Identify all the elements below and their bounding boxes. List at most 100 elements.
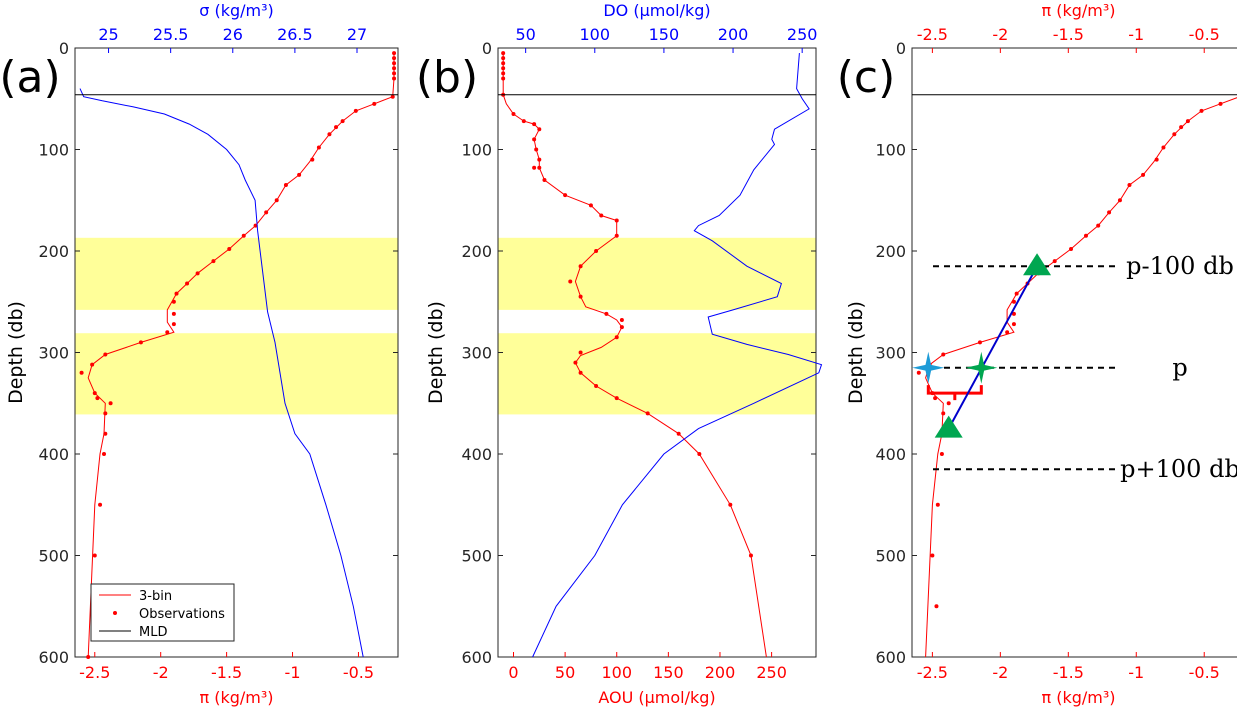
observation-point xyxy=(102,452,107,456)
top-tick-label: 26 xyxy=(223,25,243,44)
observation-point xyxy=(728,502,733,507)
level-label: p xyxy=(1172,354,1187,382)
observation-point xyxy=(1107,210,1112,215)
legend-entry: Observations xyxy=(139,607,225,622)
y-axis-label: Depth (db) xyxy=(845,301,867,404)
bottom-tick-label: 200 xyxy=(705,663,736,682)
observation-point xyxy=(103,411,108,416)
observation-point xyxy=(92,553,97,558)
top-tick-label: -2.5 xyxy=(917,25,948,44)
observation-point xyxy=(1011,322,1016,327)
observation-point xyxy=(1096,223,1101,228)
y-tick-label: 0 xyxy=(59,39,69,58)
y-tick-label: 100 xyxy=(38,141,69,160)
observation-point xyxy=(274,198,279,203)
observation-point xyxy=(676,431,681,436)
observation-point xyxy=(748,553,753,558)
highlight-band xyxy=(75,237,398,310)
observation-point xyxy=(1052,259,1057,264)
observation-point xyxy=(501,76,506,81)
top-tick-label: -1 xyxy=(1128,25,1144,44)
observation-point xyxy=(171,311,176,316)
top-tick-label: 26.5 xyxy=(277,25,313,44)
top-axis-label: π (kg/m³) xyxy=(1041,1,1115,20)
observation-point xyxy=(934,604,939,609)
level-label: p+100 db xyxy=(1120,455,1237,483)
top-tick-label: 25 xyxy=(98,25,118,44)
bottom-axis-label: π (kg/m³) xyxy=(1041,688,1115,707)
observation-point xyxy=(941,352,946,357)
bottom-tick-label: -1.5 xyxy=(211,663,242,682)
bottom-tick-label: 100 xyxy=(601,663,632,682)
bottom-tick-label: -2 xyxy=(992,663,1008,682)
top-tick-label: 250 xyxy=(787,25,818,44)
observation-point xyxy=(334,125,339,130)
observation-point xyxy=(1172,132,1177,137)
observation-point xyxy=(599,213,604,218)
legend-marker xyxy=(113,611,117,615)
observation-point xyxy=(619,325,624,330)
bottom-tick-label: -0.5 xyxy=(343,663,374,682)
bottom-tick-label: -1 xyxy=(1128,663,1144,682)
observation-point xyxy=(532,165,537,170)
observation-point xyxy=(532,122,537,127)
observation-point xyxy=(977,340,982,345)
observation-point xyxy=(264,210,269,215)
bottom-tick-label: -2.5 xyxy=(79,663,110,682)
observation-point xyxy=(171,322,176,327)
observation-point xyxy=(310,157,315,162)
observation-point xyxy=(1154,157,1159,162)
observation-point xyxy=(614,335,619,340)
observation-point xyxy=(92,391,97,396)
y-tick-label: 600 xyxy=(461,648,492,667)
bottom-tick-label: -1.5 xyxy=(1053,663,1084,682)
bracket-marker xyxy=(926,385,983,401)
observation-point xyxy=(521,119,526,124)
y-tick-label: 100 xyxy=(461,141,492,160)
panel-1: 0 100 200 300 400 500 600 0 50 100 150 200 250 AOU (μ… xyxy=(416,1,823,707)
top-tick-label: -2 xyxy=(992,25,1008,44)
observation-point xyxy=(537,127,542,132)
bottom-tick-label: -0.5 xyxy=(1189,663,1220,682)
observation-point xyxy=(501,56,506,61)
observation-point xyxy=(1199,108,1204,113)
observation-point xyxy=(1117,198,1122,203)
fit-line xyxy=(947,265,1038,430)
top-tick-label: 200 xyxy=(718,25,749,44)
observation-point xyxy=(501,61,506,66)
top-tick-label: 25.5 xyxy=(153,25,189,44)
highlight-band xyxy=(75,333,398,415)
y-tick-label: 600 xyxy=(38,648,69,667)
observation-point xyxy=(241,233,246,238)
axes-box xyxy=(911,47,1237,658)
y-tick-label: 600 xyxy=(875,648,906,667)
panel-0: 0 100 200 300 400 500 600 -2.5 -2 -1.5 -1 -0.5 π (kg… xyxy=(0,1,399,707)
observation-point xyxy=(195,271,200,276)
y-tick-label: 500 xyxy=(875,547,906,566)
y-tick-label: 200 xyxy=(38,242,69,261)
observation-point xyxy=(1161,145,1166,150)
observation-point xyxy=(563,193,568,198)
bottom-tick-label: 50 xyxy=(555,663,575,682)
observation-point xyxy=(1218,101,1223,106)
top-tick-label: -0.5 xyxy=(1189,25,1220,44)
observation-point xyxy=(353,108,358,113)
observation-point xyxy=(645,411,650,416)
legend-entry: 3-bin xyxy=(139,589,172,604)
top-tick-label: 50 xyxy=(515,25,535,44)
observation-point xyxy=(95,396,100,401)
observation-point xyxy=(532,137,537,142)
bottom-tick-label: 250 xyxy=(756,663,787,682)
observation-point xyxy=(392,56,397,61)
bottom-tick-label: -2.5 xyxy=(917,663,948,682)
observation-point xyxy=(227,246,232,251)
observation-point xyxy=(86,655,91,659)
observation-point xyxy=(573,360,578,365)
observation-point xyxy=(171,299,176,304)
observation-point xyxy=(578,294,583,299)
panel-label: (b) xyxy=(416,52,478,103)
bottom-tick-label: -2 xyxy=(153,663,169,682)
observation-point xyxy=(939,452,944,456)
y-tick-label: 400 xyxy=(461,445,492,464)
series-line xyxy=(532,53,823,658)
